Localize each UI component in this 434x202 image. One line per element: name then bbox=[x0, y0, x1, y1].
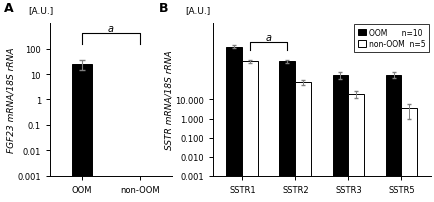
Bar bbox=[295, 83, 311, 202]
Text: a: a bbox=[265, 33, 271, 43]
Bar bbox=[348, 94, 364, 202]
Bar bbox=[332, 75, 348, 202]
Legend: OOM      n=10, non-OOM  n=5: OOM n=10, non-OOM n=5 bbox=[353, 25, 428, 53]
Bar bbox=[226, 47, 242, 202]
Bar bbox=[279, 62, 295, 202]
Bar bbox=[242, 62, 258, 202]
Y-axis label: FGF23 mRNA/18S rRNA: FGF23 mRNA/18S rRNA bbox=[7, 47, 16, 153]
Y-axis label: SSTR mRNA/18S rRNA: SSTR mRNA/18S rRNA bbox=[164, 50, 174, 149]
Text: [A.U.]: [A.U.] bbox=[184, 6, 210, 15]
Bar bbox=[72, 65, 92, 202]
Bar bbox=[385, 75, 401, 202]
Text: A: A bbox=[4, 2, 13, 15]
Text: a: a bbox=[108, 24, 114, 34]
Bar bbox=[129, 187, 150, 202]
Text: [A.U.]: [A.U.] bbox=[28, 6, 53, 15]
Text: B: B bbox=[158, 2, 168, 15]
Bar bbox=[401, 109, 417, 202]
